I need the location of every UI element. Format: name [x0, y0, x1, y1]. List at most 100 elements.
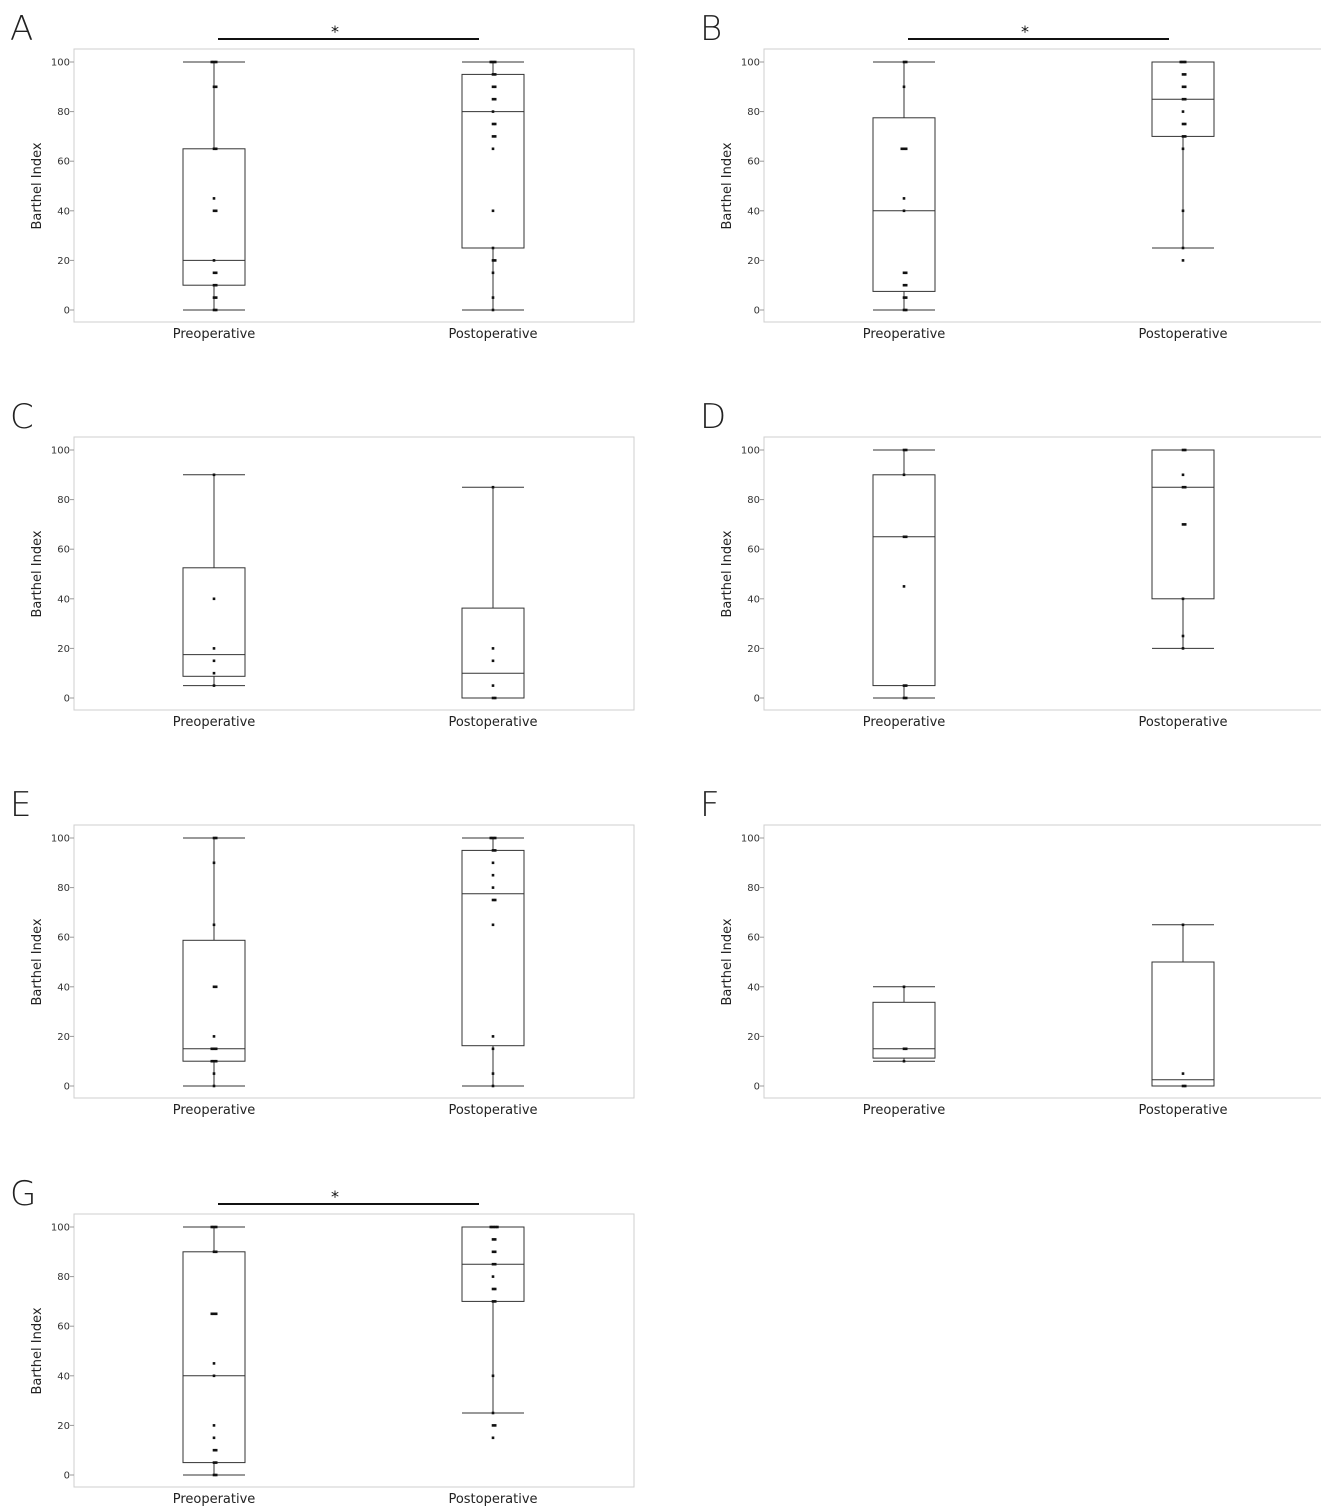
data-point	[1183, 85, 1187, 89]
data-point	[493, 1424, 497, 1427]
y-axis-label: Barthel Index	[30, 530, 45, 617]
data-point	[493, 1250, 497, 1254]
y-tick-label: 0	[754, 1082, 760, 1093]
y-tick-label: 60	[57, 545, 70, 556]
data-point	[1183, 60, 1187, 64]
data-point	[214, 308, 218, 312]
data-point	[1183, 135, 1187, 138]
data-point	[491, 259, 495, 262]
data-point	[900, 147, 904, 151]
data-point	[214, 1312, 218, 1316]
data-point	[491, 1072, 495, 1075]
data-point	[491, 1374, 495, 1378]
data-point	[214, 1461, 218, 1464]
data-point	[904, 283, 908, 287]
data-point	[491, 1225, 495, 1229]
data-point	[491, 1250, 495, 1254]
data-point	[904, 684, 908, 687]
y-tick-label: 40	[57, 1371, 70, 1382]
iqr-box	[182, 567, 246, 677]
significance-marker: *	[331, 22, 339, 41]
data-point	[212, 1374, 216, 1378]
data-point	[902, 60, 906, 64]
chart-panel-g: G * 0 20 40 60 80 100 Barthel Index Preoperative P…	[10, 1174, 635, 1507]
box-postoperative	[461, 60, 525, 312]
significance-marker: *	[1021, 22, 1029, 41]
data-point	[1181, 147, 1185, 151]
box-postoperative	[1151, 60, 1215, 262]
data-point	[212, 1473, 216, 1477]
x-tick-label: Preoperative	[173, 1492, 256, 1507]
data-point	[491, 308, 495, 312]
data-point	[491, 135, 495, 138]
data-point	[1181, 1072, 1185, 1075]
data-point	[212, 296, 216, 299]
y-tick-label: 20	[747, 644, 760, 655]
data-point	[1181, 923, 1185, 927]
data-point	[212, 283, 216, 287]
data-point	[493, 849, 497, 852]
data-point	[491, 122, 495, 126]
y-tick-label: 40	[747, 594, 760, 605]
data-point	[489, 60, 493, 64]
x-tick-label: Preoperative	[173, 327, 256, 342]
y-tick-label: 20	[57, 256, 70, 267]
data-point	[902, 985, 906, 989]
data-point	[491, 1411, 495, 1415]
x-tick-label: Postoperative	[1138, 715, 1227, 730]
data-point	[1181, 647, 1185, 650]
iqr-box	[461, 607, 525, 699]
box-postoperative	[1151, 923, 1215, 1088]
data-point	[212, 861, 216, 865]
data-point	[904, 1047, 908, 1051]
data-point	[1183, 523, 1187, 526]
box-preoperative	[182, 1225, 246, 1477]
data-point	[491, 85, 495, 89]
x-tick-label: Preoperative	[863, 715, 946, 730]
y-tick-label: 100	[741, 58, 760, 69]
x-tick-label: Postoperative	[1138, 1103, 1227, 1118]
data-point	[1181, 597, 1185, 601]
box-preoperative	[182, 60, 246, 312]
x-tick-label: Preoperative	[173, 1103, 256, 1118]
data-point	[902, 308, 906, 312]
iqr-box	[872, 474, 936, 687]
data-point	[1179, 60, 1183, 64]
data-point	[493, 1238, 497, 1241]
data-point	[1181, 246, 1185, 250]
data-point	[212, 1047, 216, 1051]
data-point	[212, 1225, 216, 1229]
plot-frame	[763, 48, 1321, 323]
data-point	[491, 873, 495, 877]
data-point	[902, 448, 906, 452]
y-tick-label: 80	[57, 883, 70, 894]
data-point	[212, 923, 216, 927]
chart-panel-a: A * 0 20 40 60 80 100 Barthel Index Preoperative P…	[10, 9, 635, 342]
data-point	[1181, 634, 1185, 638]
data-point	[491, 296, 495, 299]
data-point	[491, 696, 495, 700]
data-point	[902, 535, 906, 539]
data-point	[902, 271, 906, 275]
data-point	[214, 147, 218, 151]
data-point	[489, 1225, 493, 1229]
data-point	[1181, 259, 1185, 262]
data-point	[493, 1225, 497, 1229]
data-point	[904, 296, 908, 299]
x-tick-label: Postoperative	[1138, 327, 1227, 342]
data-point	[491, 1424, 495, 1427]
box-preoperative	[182, 836, 246, 1088]
data-point	[904, 147, 908, 151]
data-point	[902, 85, 906, 89]
data-point	[493, 836, 497, 840]
data-point	[1181, 73, 1185, 76]
y-axis-label: Barthel Index	[720, 530, 735, 617]
data-point	[214, 283, 218, 287]
y-axis-label: Barthel Index	[30, 918, 45, 1005]
data-point	[212, 197, 216, 200]
data-point	[212, 597, 216, 601]
y-tick-label: 60	[747, 545, 760, 556]
data-point	[212, 85, 216, 89]
data-point	[214, 1059, 218, 1063]
data-point	[491, 271, 495, 275]
